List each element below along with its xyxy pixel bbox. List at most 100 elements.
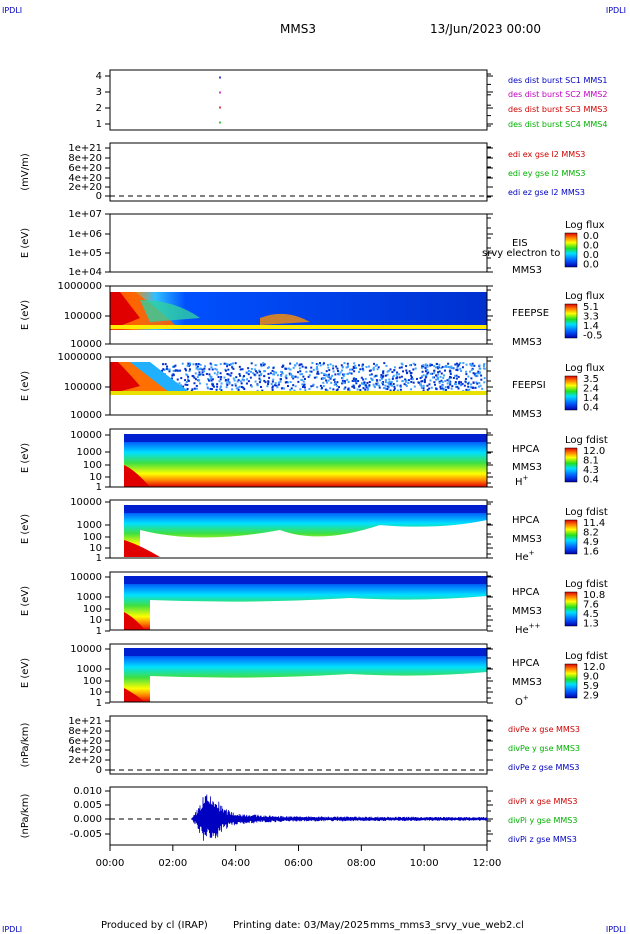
feepsi-count-dot: [180, 377, 183, 380]
feepsi-count-dot: [423, 379, 426, 382]
feepsi-count-dot: [410, 388, 413, 391]
feepsi-count-dot: [280, 370, 283, 373]
feepsi-count-dot: [359, 368, 362, 371]
feepsi-count-dot: [250, 362, 253, 365]
feepsi-count-dot: [434, 366, 437, 369]
feepsi-count-dot: [199, 382, 202, 385]
feepsi-count-dot: [184, 383, 187, 386]
feepsi-count-dot: [379, 376, 382, 379]
feepsi-count-dot: [426, 368, 429, 371]
feepsi-count-dot: [215, 368, 218, 371]
series-label: edi ex gse l2 MMS3: [508, 150, 585, 159]
feepsi-count-dot: [247, 373, 250, 376]
feepsi-count-dot: [224, 369, 227, 372]
feepsi-count-dot: [396, 380, 399, 383]
series-label: edi ez gse l2 MMS3: [508, 188, 585, 197]
panel-burst-frame: [109, 69, 488, 131]
species-name: He: [515, 552, 529, 563]
feepsi-count-dot: [304, 389, 307, 392]
y-tick-label: 0.005: [73, 800, 102, 811]
feepsi-count-dot: [479, 367, 482, 370]
feepsi-count-dot: [166, 365, 169, 368]
panel-edi-frame: [109, 142, 488, 202]
series-label: des dist burst SC3 MMS3: [508, 105, 607, 114]
feepsi-count-dot: [393, 366, 396, 369]
feepsi-count-dot: [370, 377, 373, 380]
feepsi-count-dot: [226, 383, 229, 386]
colorbar-tick: 0.0: [583, 231, 599, 242]
feepsi-count-dot: [454, 381, 457, 384]
feepsi-count-dot: [433, 371, 436, 374]
feepsi-count-dot: [410, 380, 413, 383]
feepsi-count-dot: [239, 374, 242, 377]
feepsi-count-dot: [444, 365, 447, 368]
feepsi-count-dot: [216, 371, 219, 374]
feepsi-count-dot: [426, 372, 429, 375]
feepsi-count-dot: [407, 379, 410, 382]
feepsi-count-dot: [480, 378, 483, 381]
feepsi-count-dot: [373, 385, 376, 388]
series-label: divPi z gse MMS3: [508, 835, 577, 844]
colorbar-tick: 5.1: [583, 302, 599, 313]
feepsi-count-dot: [430, 386, 433, 389]
feepse-spectrogram: [110, 292, 487, 330]
feepsi-count-dot: [227, 379, 230, 382]
feepsi-count-dot: [332, 370, 335, 373]
feepsi-count-dot: [282, 365, 285, 368]
feepsi-count-dot: [220, 389, 223, 392]
feepsi-count-dot: [249, 370, 252, 373]
feepsi-count-dot: [260, 385, 263, 388]
colorbar-tick: -0.5: [583, 331, 603, 342]
feepsi-count-dot: [399, 388, 402, 391]
feepsi-count-dot: [230, 372, 233, 375]
feepsi-count-dot: [191, 388, 194, 391]
feepsi-count-dot: [353, 386, 356, 389]
feepsi-count-dot: [162, 363, 165, 366]
feepsi-count-dot: [442, 374, 445, 377]
feepsi-count-dot: [391, 377, 394, 380]
feepsi-count-dot: [212, 385, 215, 388]
feepsi-count-dot: [182, 385, 185, 388]
feepsi-count-dot: [369, 369, 372, 372]
feepsi-count-dot: [210, 375, 213, 378]
feepsi-count-dot: [450, 365, 453, 368]
feepsi-count-dot: [333, 383, 336, 386]
feepsi-count-dot: [382, 370, 385, 373]
feepsi-count-dot: [338, 386, 341, 389]
feepsi-count-dot: [193, 382, 196, 385]
feepsi-count-dot: [326, 381, 329, 384]
feepsi-count-dot: [385, 364, 388, 367]
feepsi-count-dot: [185, 380, 188, 383]
feepsi-count-dot: [309, 370, 312, 373]
feepsi-count-dot: [325, 379, 328, 382]
feepsi-count-dot: [388, 378, 391, 381]
feepsi-count-dot: [451, 385, 454, 388]
feepsi-count-dot: [245, 382, 248, 385]
feepsi-count-dot: [219, 386, 222, 389]
feepsi-count-dot: [334, 383, 337, 386]
feepsi-count-dot: [192, 363, 195, 366]
panel-divpe-frame: [109, 715, 488, 775]
series-label: HPCA: [512, 444, 540, 455]
feepsi-count-dot: [258, 369, 261, 372]
feepsi-count-dot: [346, 362, 349, 365]
feepsi-count-dot: [391, 384, 394, 387]
species-label: H+: [515, 474, 529, 488]
feepsi-count-dot: [310, 385, 313, 388]
colorbar: [564, 303, 578, 339]
feepsi-count-dot: [422, 364, 425, 367]
feepsi-count-dot: [396, 389, 399, 392]
feepsi-count-dot: [288, 373, 291, 376]
series-label: HPCA: [512, 658, 540, 669]
feepsi-count-dot: [189, 362, 192, 365]
feepsi-count-dot: [435, 374, 438, 377]
feepsi-count-dot: [424, 363, 427, 366]
y-tick-label: 1: [96, 482, 102, 493]
feepsi-count-dot: [361, 367, 364, 370]
feepsi-count-dot: [360, 376, 363, 379]
feepsi-count-dot: [436, 375, 439, 378]
series-label: MMS3: [512, 677, 542, 688]
corner-mark-tr: IPDLI: [605, 6, 626, 15]
feepsi-count-dot: [236, 380, 239, 383]
species-charge: +: [529, 549, 535, 557]
